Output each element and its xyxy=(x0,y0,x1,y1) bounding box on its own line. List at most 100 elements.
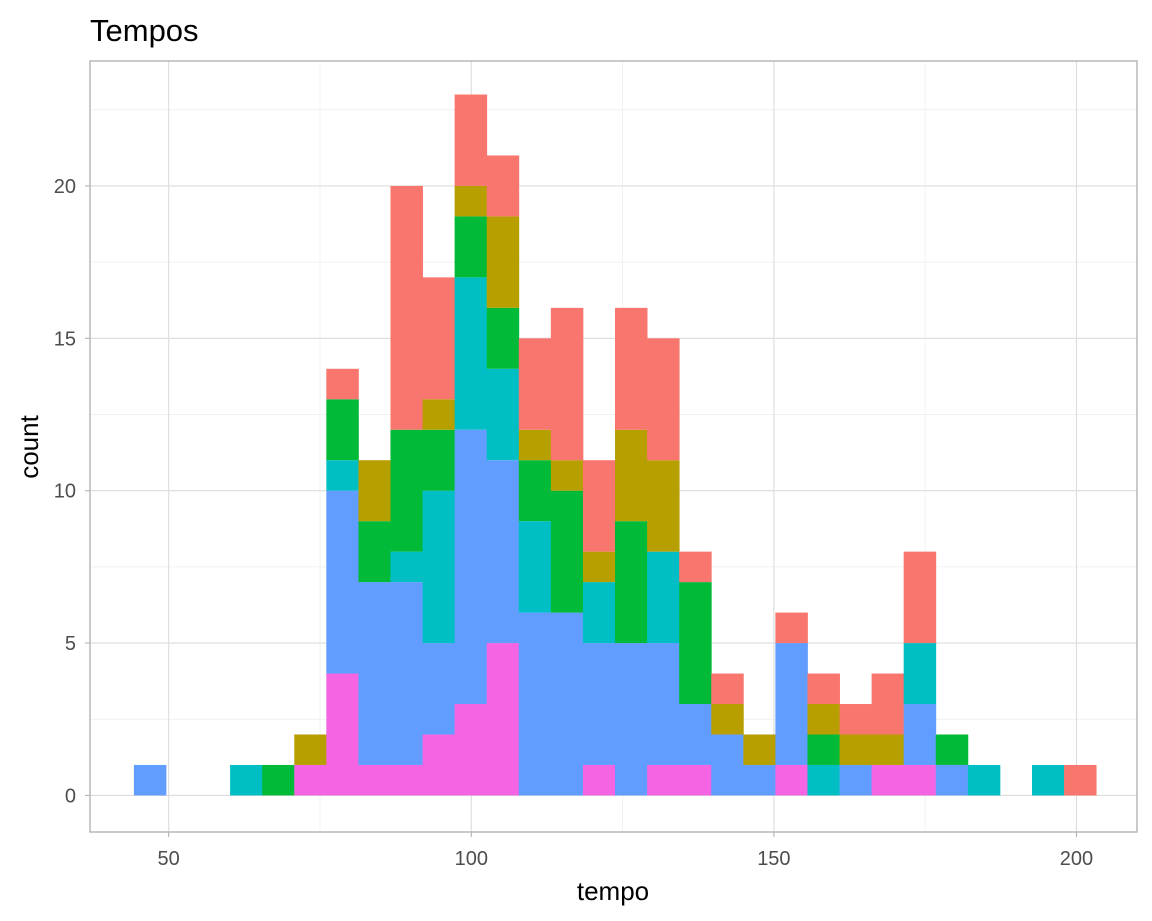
bar-segment-pink xyxy=(486,643,520,796)
bar-segment-teal xyxy=(1032,764,1065,796)
bar-segment-blue xyxy=(454,429,488,705)
bar-segment-salmon xyxy=(422,277,456,400)
x-tick-label: 200 xyxy=(1060,848,1093,870)
bar-segment-blue xyxy=(422,643,456,735)
bar-segment-pink xyxy=(871,764,905,796)
bar-segment-green xyxy=(550,490,584,613)
bar-segment-olive xyxy=(582,551,616,583)
bar-segment-green xyxy=(486,307,520,369)
bar-segment-olive xyxy=(839,734,873,765)
bar-segment-olive xyxy=(454,185,488,217)
bar-segment-green xyxy=(422,429,456,491)
bar-segment-olive xyxy=(358,460,391,522)
bar-segment-blue xyxy=(679,704,712,765)
bar-segment-salmon xyxy=(518,338,552,430)
bar-segment-teal xyxy=(582,582,616,644)
bar-segment-salmon xyxy=(839,704,873,735)
bar-segment-pink xyxy=(422,734,456,796)
chart-title: Tempos xyxy=(90,13,199,48)
bar-segment-salmon xyxy=(486,155,520,217)
bar-segment-olive xyxy=(294,734,327,765)
axis-ticks xyxy=(85,185,1078,837)
y-tick-label: 20 xyxy=(54,176,76,198)
bar-segment-green xyxy=(454,216,488,278)
bar-segment-pink xyxy=(326,673,359,796)
bar-segment-salmon xyxy=(903,551,937,644)
bar-segment-teal xyxy=(454,277,488,430)
bar-segment-olive xyxy=(518,429,552,461)
plot-panel-border xyxy=(89,60,1138,833)
bar-segment-salmon xyxy=(582,460,616,552)
bar-segment-olive xyxy=(422,399,456,430)
bar-segment-green xyxy=(262,764,295,796)
bar-segment-blue xyxy=(839,764,873,796)
bar-segment-salmon xyxy=(390,185,423,430)
bar-segment-green xyxy=(518,460,552,522)
bar-segment-olive xyxy=(743,734,776,765)
bar-segment-blue xyxy=(390,582,423,765)
bar-segment-salmon xyxy=(326,368,359,400)
bar-segment-green xyxy=(390,429,423,552)
bar-segment-blue xyxy=(615,643,648,796)
bar-segment-blue xyxy=(743,764,776,796)
bar-segment-teal xyxy=(230,764,263,796)
bar-segment-pink xyxy=(903,764,937,796)
bar-segment-teal xyxy=(326,460,359,491)
bar-segment-green xyxy=(326,399,359,461)
bar-segment-salmon xyxy=(871,673,905,735)
bar-segment-blue xyxy=(935,764,969,796)
bar-segment-teal xyxy=(903,643,937,705)
bar-segment-teal xyxy=(647,551,680,644)
bar-segment-green xyxy=(679,582,712,705)
bar-segment-blue xyxy=(550,612,584,796)
bar-segment-blue xyxy=(711,734,744,796)
bar-segment-olive xyxy=(711,704,744,735)
bar-segment-teal xyxy=(486,368,520,461)
bar-segment-blue xyxy=(647,643,680,765)
bar-segment-salmon xyxy=(807,673,840,704)
bar-segment-teal xyxy=(967,764,1001,796)
bar-segment-salmon xyxy=(647,338,680,461)
bar-segment-olive xyxy=(615,429,648,522)
bar-segment-olive xyxy=(807,704,840,735)
bar-segment-pink xyxy=(679,764,712,796)
bar-segment-pink xyxy=(582,764,616,796)
x-tick-label: 100 xyxy=(455,848,488,870)
bar-segment-olive xyxy=(550,460,584,491)
y-tick-label: 15 xyxy=(54,328,76,350)
x-tick-label: 150 xyxy=(757,848,790,870)
bar-segment-olive xyxy=(871,734,905,765)
bar-segment-pink xyxy=(358,764,391,796)
x-tick-label: 50 xyxy=(158,848,180,870)
bar-segment-pink xyxy=(775,764,808,796)
bar-segment-olive xyxy=(647,460,680,552)
bar-segment-pink xyxy=(647,764,680,796)
bar-segment-blue xyxy=(133,764,167,796)
bar-segment-teal xyxy=(807,764,840,796)
bar-segment-salmon xyxy=(1064,764,1097,796)
bar-segment-blue xyxy=(358,582,391,765)
bar-segment-pink xyxy=(454,704,488,796)
bar-segment-salmon xyxy=(454,94,488,186)
bar-segment-teal xyxy=(518,521,552,613)
y-axis-title: count xyxy=(14,414,44,478)
bar-segment-pink xyxy=(390,764,423,796)
axis-tick-labels: 50 100 150 200 0 5 10 15 20 xyxy=(54,176,1093,870)
bar-segment-salmon xyxy=(550,307,584,461)
y-tick-label: 5 xyxy=(65,633,76,655)
bar-segment-teal xyxy=(390,551,423,583)
y-tick-label: 0 xyxy=(65,785,76,807)
bar-segment-blue xyxy=(326,490,359,674)
bar-segment-green xyxy=(935,734,969,765)
bar-segment-blue xyxy=(486,460,520,644)
bar-segment-salmon xyxy=(775,612,808,644)
x-axis-title: tempo xyxy=(577,876,649,906)
bar-segment-green xyxy=(358,521,391,583)
bar-segment-olive xyxy=(486,216,520,308)
bar-segment-blue xyxy=(903,704,937,765)
bar-segment-pink xyxy=(294,764,327,796)
bar-segment-salmon xyxy=(615,307,648,430)
bar-segment-blue xyxy=(582,643,616,765)
bar-segment-blue xyxy=(518,612,552,796)
